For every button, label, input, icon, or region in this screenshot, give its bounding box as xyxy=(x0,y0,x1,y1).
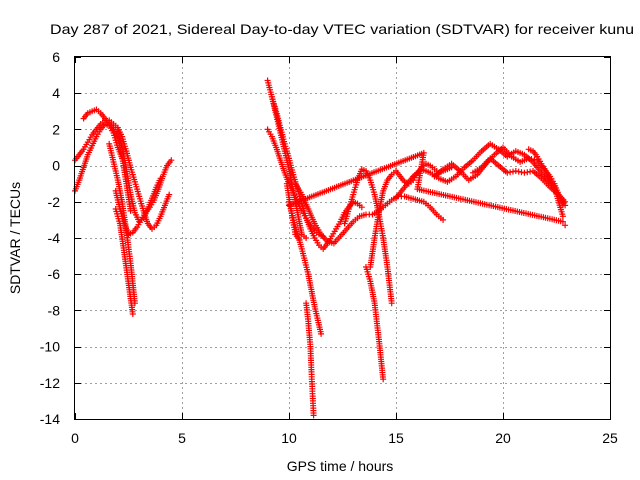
plot-frame xyxy=(74,56,611,420)
data-point xyxy=(388,300,395,307)
y-tick-label: 4 xyxy=(52,85,60,101)
y-tick-label: -4 xyxy=(48,230,61,246)
y-tick-label: -14 xyxy=(40,411,60,427)
data-point xyxy=(562,222,569,229)
data-point xyxy=(166,191,173,198)
series-isolated xyxy=(286,149,569,229)
grid xyxy=(75,57,610,419)
x-axis-label: GPS time / hours xyxy=(287,458,394,474)
data-point xyxy=(559,213,566,220)
data-point xyxy=(157,175,164,182)
data-point xyxy=(358,204,365,211)
data-point xyxy=(559,218,566,225)
data-point xyxy=(168,157,175,164)
x-tick-labels: 0 5 10 15 20 25 xyxy=(71,430,618,446)
series-arc-13 xyxy=(303,300,317,419)
data-point xyxy=(303,235,310,241)
series-arc-7 xyxy=(114,128,164,225)
x-tick-label: 5 xyxy=(178,430,186,446)
y-tick-label: 6 xyxy=(52,49,60,65)
x-tick-label: 0 xyxy=(71,430,79,446)
y-axis-label: SDTVAR / TECUs xyxy=(7,182,23,294)
series-arc-17 xyxy=(367,160,455,270)
y-tick-label: -12 xyxy=(40,375,60,391)
series-arc-16 xyxy=(363,264,387,383)
x-tick-label: 20 xyxy=(495,430,511,446)
y-tick-label: 2 xyxy=(52,121,60,137)
data-point xyxy=(559,202,566,209)
axis-ticks xyxy=(75,57,611,420)
data-point xyxy=(440,216,447,223)
data-point xyxy=(380,376,387,383)
data-point xyxy=(318,330,325,337)
y-tick-label: 0 xyxy=(52,158,60,174)
chart-title: Day 287 of 2021, Sidereal Day-to-day VTE… xyxy=(50,21,634,37)
y-tick-labels: -14 -12 -10 -8 -6 -4 -2 0 2 4 6 xyxy=(40,49,60,427)
series-arc-21 xyxy=(525,146,566,209)
series-arc-10 xyxy=(268,93,365,252)
x-tick-label: 25 xyxy=(602,430,618,446)
x-tick-label: 15 xyxy=(388,430,404,446)
y-tick-label: -6 xyxy=(48,266,61,282)
series-arc-3 xyxy=(72,117,173,232)
y-tick-label: -8 xyxy=(48,302,61,318)
series-arc-6 xyxy=(112,206,136,317)
y-tick-label: -2 xyxy=(48,194,61,210)
x-tick-label: 10 xyxy=(281,430,297,446)
data-points xyxy=(72,77,569,419)
y-tick-label: -10 xyxy=(40,339,60,355)
data-point xyxy=(310,412,317,419)
data-point xyxy=(129,311,136,317)
